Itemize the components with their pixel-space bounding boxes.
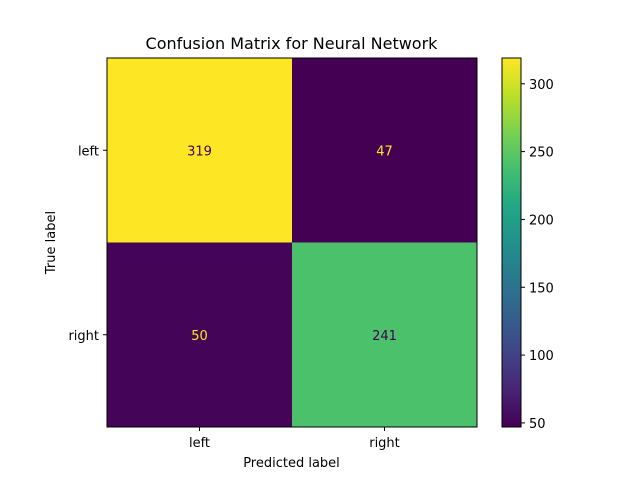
x-tick-label: left (189, 436, 210, 451)
cell-value-label: 319 (187, 144, 212, 159)
colorbar-tick-label: 50 (529, 417, 546, 432)
heatmap-cell (107, 242, 292, 427)
plot-frame (106, 57, 478, 428)
colorbar-tick-label: 200 (529, 213, 554, 228)
cell-value-label: 241 (372, 329, 397, 344)
x-axis-ticks: left right (189, 427, 400, 451)
heatmap-cell (292, 58, 477, 243)
cell-labels: 319 47 50 241 (187, 144, 397, 344)
colorbar-tick-label: 150 (529, 281, 554, 296)
colorbar (501, 57, 522, 428)
heatmap-cells (107, 58, 477, 427)
chart-title: Confusion Matrix for Neural Network (146, 34, 439, 53)
heatmap-cell (107, 58, 292, 243)
x-axis-label: Predicted label (243, 456, 340, 471)
y-axis-label: True label (44, 211, 59, 275)
y-axis-ticks: left right (68, 144, 107, 344)
y-tick-label: right (68, 329, 99, 344)
x-tick-label: right (369, 436, 400, 451)
y-tick-label: left (78, 144, 99, 159)
cell-value-label: 50 (191, 329, 208, 344)
colorbar-tick-label: 100 (529, 349, 554, 364)
colorbar-tick-label: 300 (529, 78, 554, 93)
colorbar-ticks: 50 100 150 200 250 300 (521, 78, 554, 432)
heatmap-cell (292, 242, 477, 427)
cell-value-label: 47 (376, 144, 393, 159)
colorbar-tick-label: 250 (529, 146, 554, 161)
